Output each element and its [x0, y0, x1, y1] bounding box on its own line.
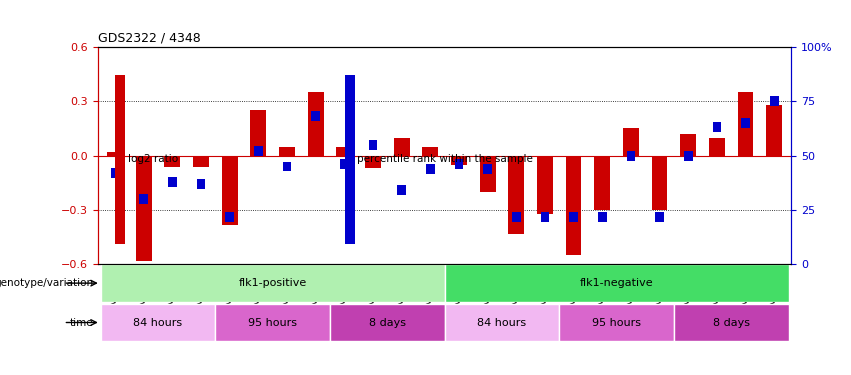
Bar — [308, 92, 323, 156]
Bar — [741, 118, 750, 128]
Bar — [140, 194, 148, 204]
Bar — [680, 134, 696, 156]
Text: log2 ratio: log2 ratio — [128, 154, 178, 164]
Bar — [738, 92, 753, 156]
Bar — [684, 151, 693, 160]
Bar — [426, 164, 435, 174]
Bar — [107, 152, 123, 156]
Text: 8 days: 8 days — [713, 318, 750, 327]
Bar — [594, 156, 610, 210]
Text: 95 hours: 95 hours — [592, 318, 641, 327]
Bar — [222, 156, 237, 225]
Bar — [508, 156, 524, 234]
Bar — [336, 147, 352, 156]
Bar — [250, 110, 266, 156]
Bar — [444, 304, 559, 341]
Bar — [559, 304, 674, 341]
Bar — [454, 159, 463, 169]
Bar — [623, 128, 639, 156]
Bar — [422, 147, 438, 156]
Bar — [136, 156, 151, 261]
Bar — [626, 151, 635, 160]
Bar — [451, 156, 467, 165]
Bar — [279, 147, 295, 156]
Bar — [652, 156, 667, 210]
Text: 84 hours: 84 hours — [477, 318, 527, 327]
Bar — [655, 211, 664, 222]
Bar — [598, 211, 607, 222]
Bar — [197, 179, 205, 189]
Bar — [345, 75, 355, 244]
Text: flk1-negative: flk1-negative — [580, 278, 654, 288]
Bar — [340, 159, 349, 169]
Bar — [168, 177, 177, 187]
Text: GDS2322 / 4348: GDS2322 / 4348 — [98, 32, 201, 44]
Bar — [394, 138, 409, 156]
Text: flk1-positive: flk1-positive — [238, 278, 307, 288]
Bar — [540, 211, 549, 222]
Bar — [100, 304, 215, 341]
Text: genotype/variation: genotype/variation — [0, 278, 94, 288]
Bar — [111, 168, 119, 178]
Bar — [537, 156, 553, 214]
Bar — [193, 156, 209, 166]
Bar — [566, 156, 581, 255]
Bar — [100, 264, 444, 302]
Text: 8 days: 8 days — [368, 318, 406, 327]
Bar — [368, 140, 377, 150]
Bar — [330, 304, 444, 341]
Bar — [215, 304, 330, 341]
Bar — [311, 111, 320, 122]
Text: 84 hours: 84 hours — [134, 318, 183, 327]
Bar — [226, 211, 234, 222]
Bar — [365, 156, 381, 168]
Bar — [444, 264, 789, 302]
Text: time: time — [70, 318, 94, 327]
Bar — [115, 75, 125, 244]
Bar — [770, 96, 779, 106]
Bar — [254, 146, 263, 156]
Bar — [767, 105, 782, 156]
Text: 95 hours: 95 hours — [248, 318, 297, 327]
Bar — [709, 138, 725, 156]
Bar — [480, 156, 495, 192]
Bar — [397, 186, 406, 195]
Text: percentile rank within the sample: percentile rank within the sample — [357, 154, 534, 164]
Bar — [674, 304, 789, 341]
Bar — [569, 211, 578, 222]
Bar — [512, 211, 521, 222]
Bar — [483, 164, 492, 174]
Bar — [712, 122, 722, 132]
Bar — [164, 156, 180, 166]
Bar — [283, 162, 291, 171]
